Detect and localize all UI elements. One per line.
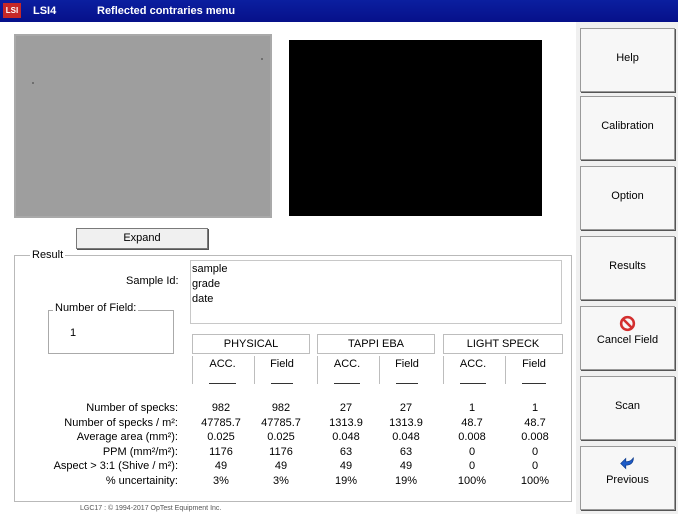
calibration-label: Calibration: [601, 120, 654, 132]
group-physical: PHYSICAL: [192, 334, 310, 354]
number-of-field-value: 1: [70, 327, 77, 339]
table-cell: 0.025: [267, 431, 295, 443]
row-label: Number of specks:: [86, 402, 178, 414]
col-physical-acc: ACC.: [192, 356, 252, 384]
table-cell: 1: [531, 402, 539, 414]
table-cell: 0.025: [207, 431, 235, 443]
table-cell: 0.008: [521, 431, 549, 443]
previous-button[interactable]: Previous: [580, 446, 675, 510]
scan-button[interactable]: Scan: [580, 376, 675, 440]
row-label: PPM (mm²/m²):: [102, 446, 178, 458]
results-button[interactable]: Results: [580, 236, 675, 300]
sample-id-label: Sample Id:: [126, 275, 179, 287]
col-speck-field: Field: [505, 356, 562, 384]
col-label: Field: [522, 358, 546, 370]
table-cell: 49: [399, 460, 413, 472]
table-cell: 63: [399, 446, 413, 458]
table-cell: 0.048: [332, 431, 360, 443]
speck-dot: [32, 82, 34, 84]
col-speck-acc: ACC.: [443, 356, 502, 384]
cancel-field-button[interactable]: Cancel Field: [580, 306, 675, 370]
expand-button[interactable]: Expand: [76, 228, 208, 249]
sample-line: grade: [192, 278, 221, 290]
table-cell: 3%: [273, 475, 289, 487]
table-cell: 48.7: [461, 417, 483, 429]
table-cell: 1176: [209, 446, 233, 458]
option-button[interactable]: Option: [580, 166, 675, 230]
previous-label: Previous: [606, 474, 649, 486]
option-label: Option: [611, 190, 644, 202]
sample-line: date: [192, 293, 214, 305]
col-label: ACC.: [459, 358, 487, 370]
cancel-icon: [619, 315, 636, 332]
table-cell: 982: [211, 402, 231, 414]
col-label: Field: [270, 358, 294, 370]
table-cell: 63: [339, 446, 353, 458]
number-of-field-legend: Number of Field:: [53, 302, 139, 314]
scan-label: Scan: [614, 400, 641, 412]
group-light-speck: LIGHT SPECK: [443, 334, 563, 354]
col-label: ACC.: [333, 358, 361, 370]
col-label: ACC.: [209, 358, 236, 370]
calibration-button[interactable]: Calibration: [580, 96, 675, 160]
contraries-image: [287, 34, 544, 218]
result-legend: Result: [30, 249, 66, 261]
row-label: Aspect > 3:1 (Shive / m²):: [53, 460, 178, 472]
table-cell: 0: [468, 446, 476, 458]
table-cell: 0: [531, 446, 539, 458]
table-cell: 1: [468, 402, 476, 414]
table-cell: 3%: [213, 475, 229, 487]
table-cell: 0: [468, 460, 476, 472]
row-label: Average area (mm²):: [76, 431, 178, 443]
table-cell: 1313.9: [329, 417, 363, 429]
col-label: Field: [395, 358, 419, 370]
result-group: [14, 255, 572, 502]
row-label: % uncertainity:: [105, 475, 178, 487]
table-cell: 0.048: [392, 431, 420, 443]
speck-dot: [261, 58, 263, 60]
app-name: LSI4: [33, 5, 57, 17]
table-cell: 0: [531, 460, 539, 472]
col-physical-field: Field: [254, 356, 309, 384]
row-label: Number of specks / m²:: [64, 417, 178, 429]
table-cell: 49: [339, 460, 353, 472]
number-of-field-group: [48, 310, 174, 354]
table-cell: 48.7: [524, 417, 546, 429]
table-cell: 100%: [457, 475, 487, 487]
sample-line: sample: [192, 263, 228, 275]
sample-id-field[interactable]: [190, 260, 562, 324]
help-label: Help: [616, 52, 639, 64]
table-cell: 19%: [394, 475, 418, 487]
title-bar: LSI LSI4 Reflected contraries menu: [0, 0, 678, 22]
table-cell: 27: [339, 402, 353, 414]
reflected-image: [14, 34, 272, 218]
table-cell: 0.008: [458, 431, 486, 443]
col-tappi-field: Field: [379, 356, 434, 384]
table-cell: 1176: [269, 446, 293, 458]
window-title: Reflected contraries menu: [97, 5, 236, 17]
table-cell: 100%: [520, 475, 550, 487]
table-cell: 47785.7: [261, 417, 301, 429]
table-cell: 27: [399, 402, 413, 414]
table-cell: 47785.7: [201, 417, 241, 429]
results-label: Results: [609, 260, 646, 272]
group-tappi-eba: TAPPI EBA: [317, 334, 435, 354]
cancel-field-label: Cancel Field: [596, 334, 659, 346]
table-cell: 19%: [334, 475, 358, 487]
table-cell: 982: [271, 402, 291, 414]
table-cell: 49: [214, 460, 228, 472]
app-logo-icon: LSI: [3, 3, 21, 18]
copyright-footer: LGC17 : © 1994-2017 OpTest Equipment Inc…: [80, 505, 222, 512]
col-tappi-acc: ACC.: [317, 356, 376, 384]
table-cell: 1313.9: [389, 417, 423, 429]
table-cell: 49: [274, 460, 288, 472]
help-button[interactable]: Help: [580, 28, 675, 92]
previous-arrow-icon: [620, 457, 634, 470]
